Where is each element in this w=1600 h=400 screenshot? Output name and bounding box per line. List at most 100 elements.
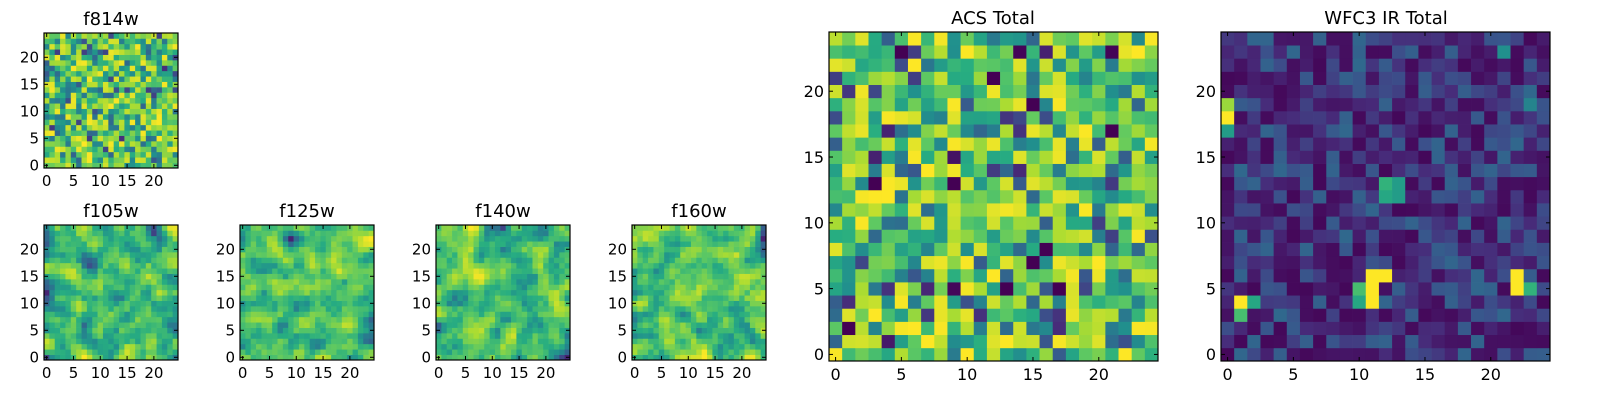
heatmap-cell	[868, 97, 882, 112]
heatmap-cell	[728, 322, 735, 328]
heatmap-cell	[842, 32, 856, 46]
heatmap-cell	[325, 295, 332, 301]
heatmap-cell	[135, 295, 141, 301]
heatmap-cell	[537, 333, 544, 339]
heatmap-cell	[76, 97, 82, 104]
heatmap-cell	[505, 311, 512, 318]
heatmap-cell	[505, 343, 512, 350]
heatmap-cell	[108, 162, 115, 169]
heatmap-cell	[65, 230, 72, 237]
heatmap-cell	[298, 225, 305, 231]
heatmap-cell	[161, 135, 168, 142]
heatmap-cell	[167, 33, 173, 39]
heatmap-cell	[521, 333, 528, 339]
heatmap-cell	[637, 235, 644, 242]
heatmap-cell	[92, 38, 98, 45]
heatmap-cell	[521, 354, 528, 361]
heatmap-cell	[256, 225, 262, 231]
heatmap-cell	[135, 322, 141, 328]
heatmap-cell	[54, 141, 61, 147]
heatmap-cell	[151, 103, 157, 109]
heatmap-cell	[1131, 163, 1146, 178]
heatmap-cell	[282, 246, 289, 253]
heatmap-cell	[462, 230, 469, 237]
heatmap-cell	[1247, 45, 1261, 59]
x-tick-label: 10	[679, 364, 698, 382]
heatmap-cell	[140, 273, 147, 280]
heatmap-cell	[1392, 84, 1406, 99]
heatmap-cell	[543, 311, 549, 318]
heatmap-cell	[648, 268, 654, 274]
heatmap-cell	[642, 268, 649, 274]
heatmap-cell	[505, 300, 512, 307]
heatmap-cell	[855, 189, 869, 204]
heatmap-cell	[855, 229, 869, 243]
heatmap-cell	[341, 246, 348, 253]
heatmap-cell	[60, 76, 66, 82]
heatmap-cell	[1221, 124, 1235, 138]
heatmap-cell	[907, 321, 922, 336]
heatmap-cell	[266, 241, 273, 247]
heatmap-cell	[1065, 150, 1080, 164]
heatmap-cell	[1131, 295, 1146, 309]
heatmap-cell	[272, 246, 278, 253]
heatmap-cell	[947, 32, 961, 46]
heatmap-cell	[97, 300, 104, 307]
heatmap-cell	[462, 273, 469, 280]
heatmap-cell	[436, 338, 442, 345]
heatmap-cell	[261, 279, 268, 285]
heatmap-cell	[452, 354, 458, 361]
heatmap-cell	[1431, 268, 1446, 283]
heatmap-cell	[272, 349, 278, 355]
heatmap-cell	[855, 32, 869, 46]
heatmap-cell	[368, 268, 375, 274]
heatmap-cell	[108, 311, 115, 318]
heatmap-cell	[1510, 334, 1525, 349]
heatmap-cell	[868, 295, 882, 309]
heatmap-cell	[868, 45, 882, 59]
heatmap-cell	[553, 257, 560, 264]
heatmap-cell	[648, 311, 654, 318]
heatmap-cell	[696, 338, 703, 345]
heatmap-cell	[108, 300, 115, 307]
heatmap-cell	[1497, 308, 1511, 322]
heatmap-cell	[516, 268, 523, 274]
heatmap-cell	[145, 311, 152, 318]
heatmap-cell	[119, 146, 125, 153]
heatmap-cell	[1339, 295, 1353, 309]
heatmap-cell	[76, 279, 82, 285]
heatmap-cell	[256, 316, 262, 323]
y-tick-label: 10	[804, 214, 824, 233]
heatmap-cell	[49, 43, 56, 50]
heatmap-cell	[1392, 282, 1406, 296]
heatmap-cell	[1026, 124, 1040, 138]
heatmap-cell	[868, 216, 882, 230]
heatmap-cell	[1118, 229, 1133, 243]
heatmap-cell	[272, 322, 278, 328]
heatmap-cell	[145, 333, 152, 339]
heatmap-cell	[478, 354, 485, 361]
heatmap-cell	[1457, 268, 1472, 283]
heatmap-cell	[341, 230, 348, 237]
heatmap-cell	[1378, 84, 1393, 99]
heatmap-cell	[462, 306, 469, 312]
heatmap-cell	[363, 354, 369, 361]
heatmap-cell	[934, 347, 948, 362]
heatmap-cell	[642, 279, 649, 285]
heatmap-cell	[54, 235, 61, 242]
heatmap-cell	[1247, 203, 1261, 217]
heatmap-cell	[1471, 255, 1485, 270]
heatmap-cell	[261, 252, 268, 258]
heatmap-cell	[1221, 97, 1235, 112]
heatmap-cell	[272, 252, 278, 258]
heatmap-cell	[680, 300, 686, 307]
heatmap-cell	[484, 300, 490, 307]
heatmap-cell	[1234, 124, 1248, 138]
heatmap-cell	[894, 255, 909, 270]
heatmap-cell	[1286, 216, 1301, 230]
heatmap-cell	[446, 273, 453, 280]
heatmap-cell	[309, 225, 316, 231]
heatmap-cell	[637, 284, 644, 291]
heatmap-cell	[669, 235, 676, 242]
